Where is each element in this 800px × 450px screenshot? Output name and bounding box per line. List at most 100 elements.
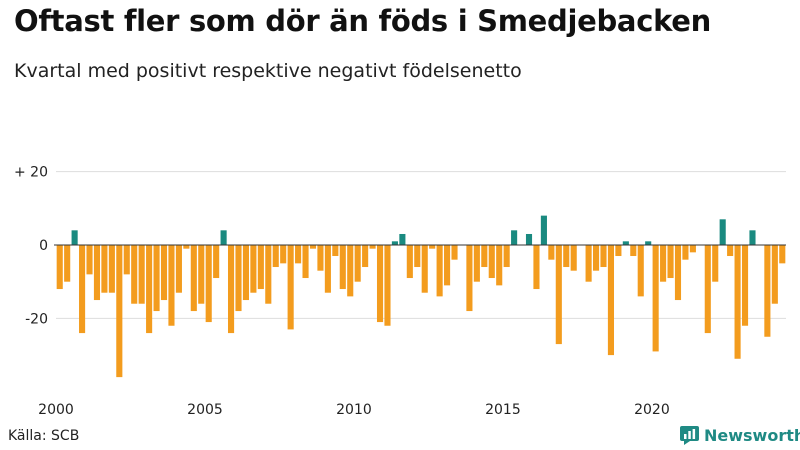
- bar-negative: [116, 245, 123, 378]
- x-tick-label: 2015: [485, 402, 521, 418]
- bar-negative: [168, 245, 175, 326]
- brand-name: Newsworthy: [704, 426, 800, 445]
- bar-negative: [771, 245, 778, 304]
- bar-positive: [645, 241, 652, 245]
- bar-negative: [667, 245, 674, 279]
- bar-negative: [347, 245, 354, 297]
- bar-negative: [295, 245, 302, 264]
- bar-negative: [339, 245, 346, 290]
- y-tick-label: + 20: [14, 165, 48, 181]
- bar-negative: [227, 245, 235, 334]
- bar-negative: [56, 245, 63, 290]
- bar-negative: [548, 245, 555, 260]
- bar-negative: [242, 245, 250, 301]
- bar-negative: [153, 245, 160, 312]
- bar-negative: [488, 245, 495, 279]
- bar-positive: [540, 215, 547, 245]
- bar-negative: [123, 245, 130, 275]
- bar-negative: [466, 245, 473, 312]
- chart-subtitle: Kvartal med positivt respektive negativt…: [14, 60, 522, 82]
- bar-negative: [175, 245, 182, 293]
- bar-negative: [563, 245, 570, 268]
- bar-positive: [391, 241, 398, 245]
- bar-positive: [399, 233, 406, 245]
- bar-negative: [250, 245, 257, 293]
- bar-negative: [362, 245, 369, 268]
- bar-negative: [93, 245, 101, 301]
- bar-positive: [71, 230, 78, 245]
- bar-negative: [704, 245, 711, 334]
- bar-negative: [183, 245, 190, 249]
- bar-negative: [265, 245, 272, 304]
- bar-negative: [585, 245, 592, 282]
- bar-positive: [525, 233, 533, 245]
- bar-negative: [429, 245, 436, 249]
- bar-negative: [473, 245, 480, 282]
- bar-negative: [689, 245, 696, 253]
- bar-positive: [719, 219, 726, 245]
- bar-negative: [674, 245, 682, 301]
- bar-negative: [660, 245, 667, 282]
- bar-negative: [64, 245, 71, 282]
- newsworthy-icon: [680, 426, 699, 445]
- bar-negative: [332, 245, 339, 257]
- bar-positive: [220, 230, 227, 245]
- bar-negative: [503, 245, 510, 268]
- bar-negative: [138, 245, 145, 304]
- bar-negative: [287, 245, 294, 330]
- bar-negative: [451, 245, 458, 260]
- bar-negative: [160, 245, 168, 301]
- bar-negative: [146, 245, 153, 334]
- bar-negative: [235, 245, 242, 312]
- bar-negative: [406, 245, 413, 279]
- x-tick-label: 2010: [336, 402, 372, 418]
- bar-negative: [86, 245, 93, 275]
- bar-negative: [205, 245, 212, 323]
- bar-negative: [213, 245, 220, 279]
- bar-negative: [384, 245, 391, 326]
- bar-negative: [190, 245, 197, 312]
- bar-negative: [354, 245, 361, 282]
- bar-negative: [652, 245, 659, 352]
- bar-negative: [607, 245, 615, 356]
- bar-negative: [369, 245, 376, 249]
- bar-negative: [101, 245, 108, 293]
- bar-negative: [741, 245, 749, 326]
- bar-negative: [682, 245, 689, 260]
- bar-negative: [272, 245, 279, 268]
- bar-negative: [764, 245, 771, 337]
- bar-negative: [79, 245, 86, 334]
- bar-negative: [533, 245, 540, 290]
- bar-negative: [615, 245, 622, 257]
- bar-negative: [421, 245, 428, 293]
- bar-negative: [280, 245, 287, 264]
- bar-negative: [630, 245, 637, 257]
- bar-negative: [779, 245, 786, 264]
- bar-negative: [712, 245, 719, 282]
- bar-negative: [324, 245, 331, 293]
- bar-negative: [131, 245, 138, 304]
- bar-negative: [257, 245, 264, 290]
- source-note: Källa: SCB: [8, 428, 80, 444]
- bar-negative: [555, 245, 562, 345]
- x-tick-label: 2000: [38, 402, 74, 418]
- bar-negative: [734, 245, 741, 359]
- bar-negative: [317, 245, 324, 271]
- bar-negative: [198, 245, 205, 304]
- bar-negative: [592, 245, 600, 271]
- bar-negative: [444, 245, 451, 286]
- x-tick-label: 2020: [634, 402, 670, 418]
- bar-negative: [481, 245, 488, 268]
- bar-negative: [600, 245, 607, 268]
- x-tick-label: 2005: [187, 402, 223, 418]
- bar-negative: [302, 245, 309, 279]
- bar-negative: [570, 245, 577, 271]
- y-tick-label: 0: [39, 238, 48, 254]
- bar-negative: [496, 245, 503, 286]
- bar-negative: [376, 245, 384, 323]
- chart-title: Oftast fler som dör än föds i Smedjeback…: [14, 4, 712, 38]
- bar-positive: [622, 241, 629, 245]
- bar-negative: [414, 245, 421, 268]
- bar-negative: [727, 245, 734, 257]
